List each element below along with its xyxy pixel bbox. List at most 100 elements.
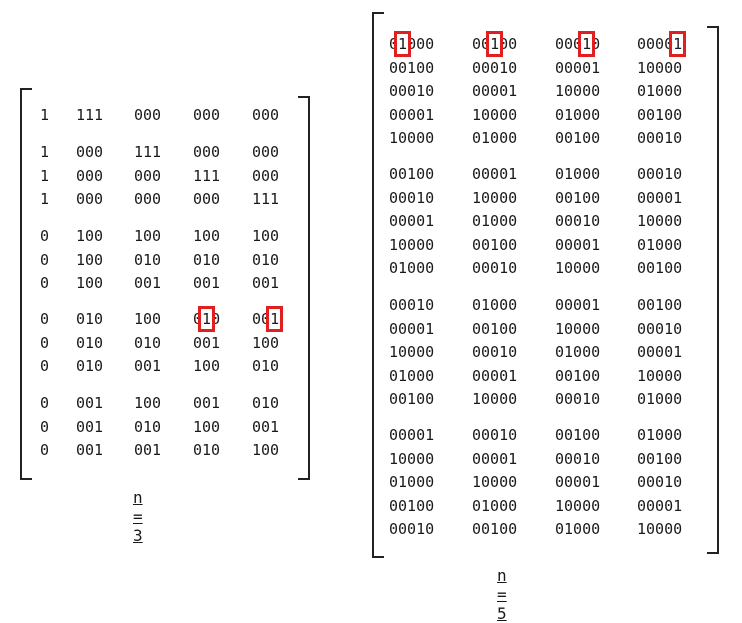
matrix-cell: 00001 (555, 58, 601, 77)
matrix-cell: 00010 (555, 31, 601, 57)
matrix-cell: 00010 (637, 473, 683, 492)
matrix-cell: 010 (76, 310, 104, 328)
matrix-cell: 00001 (637, 31, 687, 57)
matrix-cell: 00100 (637, 449, 683, 468)
matrix-cell: 000 (76, 190, 104, 208)
matrix-cell: 010 (193, 250, 221, 269)
matrix-cell: 001 (193, 333, 221, 352)
matrix-cell: 00100 (472, 319, 518, 338)
matrix-cell: 00100 (637, 259, 683, 278)
matrix-cell: 00100 (389, 58, 435, 77)
matrix-cell: 100 (76, 227, 104, 245)
matrix-cell: 01000 (472, 496, 518, 515)
matrix-cell: 000 (193, 106, 221, 124)
matrix-cell: 01000 (637, 426, 683, 444)
matrix-cell: 0 (40, 227, 50, 245)
matrix-cell: 00010 (389, 188, 435, 207)
matrix-cell: 01000 (555, 165, 601, 183)
matrix-cell: 00100 (555, 129, 601, 148)
matrix-cell: 01000 (637, 82, 683, 101)
matrix-cell: 001 (252, 306, 284, 332)
matrix-cell: 00010 (389, 82, 435, 101)
matrix-cell: 000 (252, 143, 280, 161)
matrix-cell: 00100 (555, 426, 601, 444)
matrix-cell: 00010 (472, 259, 518, 278)
matrix-cell: 010 (193, 306, 221, 332)
matrix-cell: 001 (76, 417, 104, 436)
matrix-cell: 01000 (555, 343, 601, 362)
matrix-cell: 010 (252, 357, 280, 375)
matrix-cell: 10000 (637, 366, 683, 385)
matrix-cell: 10000 (637, 212, 683, 231)
matrix-cell: 00010 (637, 165, 683, 183)
matrix-cell: 010 (193, 441, 221, 459)
matrix-cell: 001 (76, 394, 104, 412)
matrix-cell: 10000 (637, 58, 683, 77)
right-bracket (707, 26, 719, 554)
matrix-cell: 00001 (637, 343, 683, 362)
matrix-cell: 000 (134, 166, 162, 185)
matrix-cell: 00001 (389, 212, 435, 231)
matrix-cell: 10000 (389, 449, 435, 468)
matrix-cell: 10000 (555, 319, 601, 338)
matrix-cell: 0 (40, 250, 50, 269)
matrix-cell: 0 (40, 417, 50, 436)
matrix-cell: 00010 (637, 129, 683, 148)
matrix-cell: 00001 (555, 235, 601, 254)
matrix-cell: 00010 (472, 426, 518, 444)
matrix-cell: 0 (40, 394, 50, 412)
matrix-cell: 111 (134, 143, 162, 161)
matrix-cell: 010 (134, 333, 162, 352)
matrix-cell: 100 (252, 227, 280, 245)
matrix-cell: 1 (40, 190, 50, 208)
matrix-cell: 01000 (472, 212, 518, 231)
matrix-cell: 10000 (555, 82, 601, 101)
matrix-cell: 0 (40, 441, 50, 459)
matrix-cell: 100 (134, 394, 162, 412)
matrix-cell: 10000 (472, 473, 518, 492)
matrix-cell: 10000 (389, 129, 435, 148)
matrix-cell: 001 (134, 357, 162, 375)
matrix-cell: 00001 (555, 296, 601, 314)
matrix-cell: 10000 (472, 390, 518, 409)
matrix-cell: 111 (193, 166, 221, 185)
matrix-cell: 10000 (555, 496, 601, 515)
matrix-cell: 01000 (472, 296, 518, 314)
matrix-cell: 00001 (637, 188, 683, 207)
matrix-cell: 00100 (472, 235, 518, 254)
matrix-cell: 10000 (555, 259, 601, 278)
matrix-cell: 0 (40, 310, 50, 328)
matrix-cell: 001 (134, 274, 162, 292)
matrix-cell: 00010 (472, 58, 518, 77)
highlighted-digit: 1 (394, 31, 412, 57)
matrix-cell: 100 (76, 274, 104, 292)
matrix-cell: 00001 (472, 82, 518, 101)
matrix-cell: 00001 (472, 165, 518, 183)
matrix-cell: 000 (134, 106, 162, 124)
highlighted-digit: 1 (578, 31, 596, 57)
matrix-cell: 00010 (555, 212, 601, 231)
matrix-cell: 00010 (555, 390, 601, 409)
matrix-cell: 100 (252, 441, 280, 459)
matrix-cell: 000 (76, 143, 104, 161)
matrix-cell: 1 (40, 166, 50, 185)
matrix-cell: 00100 (555, 366, 601, 385)
matrix-cell: 010 (134, 250, 162, 269)
matrix-cell: 100 (193, 227, 221, 245)
matrix-caption: n = 3 (133, 488, 143, 545)
left-bracket (372, 12, 384, 558)
highlighted-digit: 1 (198, 306, 216, 332)
matrix-cell: 001 (252, 417, 280, 436)
matrix-cell: 001 (252, 274, 280, 292)
matrix-cell: 01000 (637, 235, 683, 254)
matrix-cell: 00001 (472, 366, 518, 385)
matrix-cell: 01000 (555, 105, 601, 124)
matrix-cell: 00010 (637, 319, 683, 338)
matrix-cell: 100 (134, 227, 162, 245)
matrix-cell: 100 (252, 333, 280, 352)
matrix-cell: 100 (193, 417, 221, 436)
matrix-cell: 000 (252, 106, 280, 124)
matrix-cell: 0 (40, 274, 50, 292)
matrix-cell: 111 (252, 190, 280, 208)
matrix-cell: 00001 (472, 449, 518, 468)
